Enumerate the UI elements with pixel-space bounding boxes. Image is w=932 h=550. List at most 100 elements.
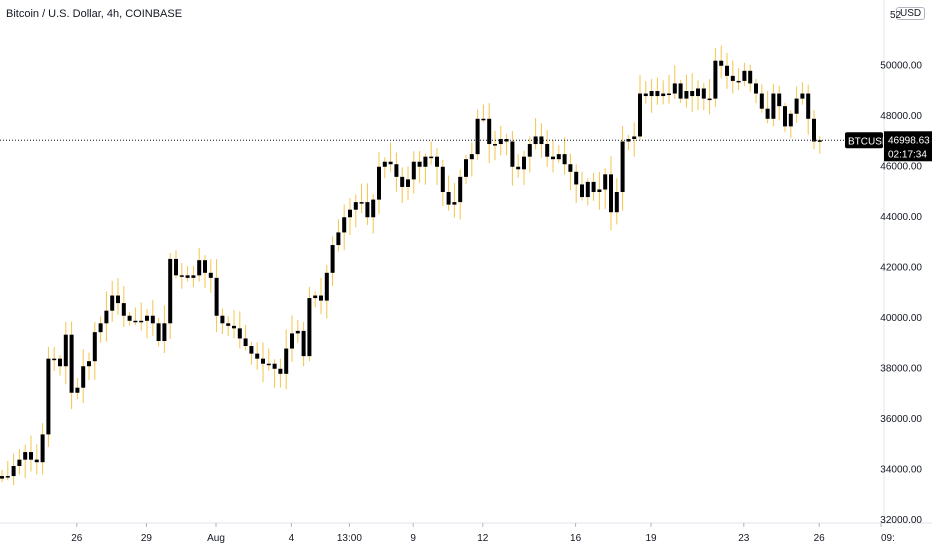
candle-body <box>411 161 416 180</box>
candle-body <box>46 358 51 435</box>
candle-body <box>458 176 463 203</box>
candle-body <box>92 332 97 362</box>
price-tick-label: 36000.00 <box>880 414 922 425</box>
candle-body <box>510 141 515 167</box>
candle-body <box>504 138 509 142</box>
candle-body <box>81 366 86 388</box>
candle-body <box>69 334 74 393</box>
candle-body <box>556 154 561 160</box>
candle-body <box>498 138 503 145</box>
candle-body <box>237 328 242 339</box>
candle-body <box>719 60 724 66</box>
candle-body <box>168 258 173 324</box>
candle-body <box>678 83 683 99</box>
time-tick-label: 29 <box>141 533 153 544</box>
candle-body <box>522 156 526 170</box>
candle-body <box>690 91 695 97</box>
candle-body <box>353 202 358 210</box>
candle-body <box>701 88 706 99</box>
candle-body <box>464 159 468 177</box>
time-tick-label: 09: <box>881 533 895 544</box>
candle-body <box>377 166 381 200</box>
candle-body <box>620 141 625 193</box>
candle-body <box>342 217 347 233</box>
candle-body <box>382 161 387 167</box>
candle-body <box>597 189 602 193</box>
candle-body <box>214 277 219 316</box>
candle-body <box>440 166 445 193</box>
candle-body <box>661 93 666 97</box>
candle-body <box>551 156 555 160</box>
candle-body <box>127 315 132 321</box>
candle-body <box>771 93 776 119</box>
price-tick-label: 40000.00 <box>880 313 922 324</box>
candle-body <box>121 303 126 316</box>
price-axis: 32000.00 34000.00 36000.00 38000.00 40000.00… <box>880 10 922 526</box>
candle-body <box>585 181 590 198</box>
price-tick-label: 42000.00 <box>880 263 922 274</box>
time-axis: 26 29 Aug 4 13:00 9 12 16 19 23 26 09: <box>71 523 895 544</box>
candle-body <box>812 118 816 142</box>
candle-body <box>742 70 747 81</box>
candle-body <box>104 310 109 324</box>
candle-body <box>185 275 190 278</box>
bar-countdown: 02:17:34 <box>888 149 927 160</box>
candle-body <box>533 136 538 145</box>
candle-body <box>539 136 544 145</box>
candle-body <box>655 91 660 97</box>
time-tick-label: 19 <box>645 533 657 544</box>
candle-body <box>667 93 671 96</box>
candle-body <box>307 298 312 357</box>
candle-body <box>249 346 254 354</box>
candle-body <box>29 452 33 460</box>
currency-unit-badge[interactable]: USD <box>896 7 926 20</box>
candle-body <box>336 232 341 246</box>
candle-body <box>365 202 370 218</box>
candle-body <box>98 323 103 333</box>
candle-body <box>133 320 138 323</box>
candle-body <box>272 363 277 369</box>
candle-body <box>516 166 521 170</box>
symbol-tag-bg <box>845 132 883 149</box>
candle-body <box>0 476 4 479</box>
candle-body <box>481 118 486 121</box>
price-tick-label: 48000.00 <box>880 111 922 122</box>
candle-body <box>87 361 91 367</box>
price-tick-label: 44000.00 <box>880 212 922 223</box>
candle-body <box>63 334 68 367</box>
candle-body <box>574 171 579 185</box>
time-tick-label: 12 <box>477 533 489 544</box>
candle-body <box>52 358 57 361</box>
price-tick-label: 38000.00 <box>880 364 922 375</box>
candle-body <box>609 174 613 213</box>
candle-body <box>730 75 735 81</box>
time-tick-label: 26 <box>814 533 826 544</box>
chart-title: Bitcoin / U.S. Dollar, 4h, COINBASE <box>6 8 183 20</box>
candle-body <box>487 118 492 145</box>
candle-body <box>707 98 712 101</box>
candle-body <box>394 164 399 177</box>
candle-body <box>5 476 10 478</box>
candle-body <box>794 98 799 114</box>
candle-body <box>330 245 335 273</box>
candle-body <box>475 118 480 155</box>
candle-body <box>110 295 115 311</box>
candle-body <box>313 295 318 299</box>
candle-body <box>643 93 648 97</box>
candle-body <box>319 295 323 301</box>
candle-body <box>400 176 405 187</box>
candle-body <box>301 330 306 357</box>
candle-body <box>545 144 550 157</box>
candle-body <box>562 154 567 165</box>
candle-body <box>748 70 753 84</box>
candle-body <box>783 106 787 127</box>
candle-body <box>150 315 155 324</box>
time-tick-label: 4 <box>289 533 295 544</box>
candle-body <box>759 93 764 109</box>
candle-body <box>713 60 718 99</box>
candle-body <box>116 295 120 304</box>
candle-body <box>278 368 283 374</box>
symbol-tag-label: BTCUSD <box>848 136 889 147</box>
candle-body <box>284 348 289 374</box>
